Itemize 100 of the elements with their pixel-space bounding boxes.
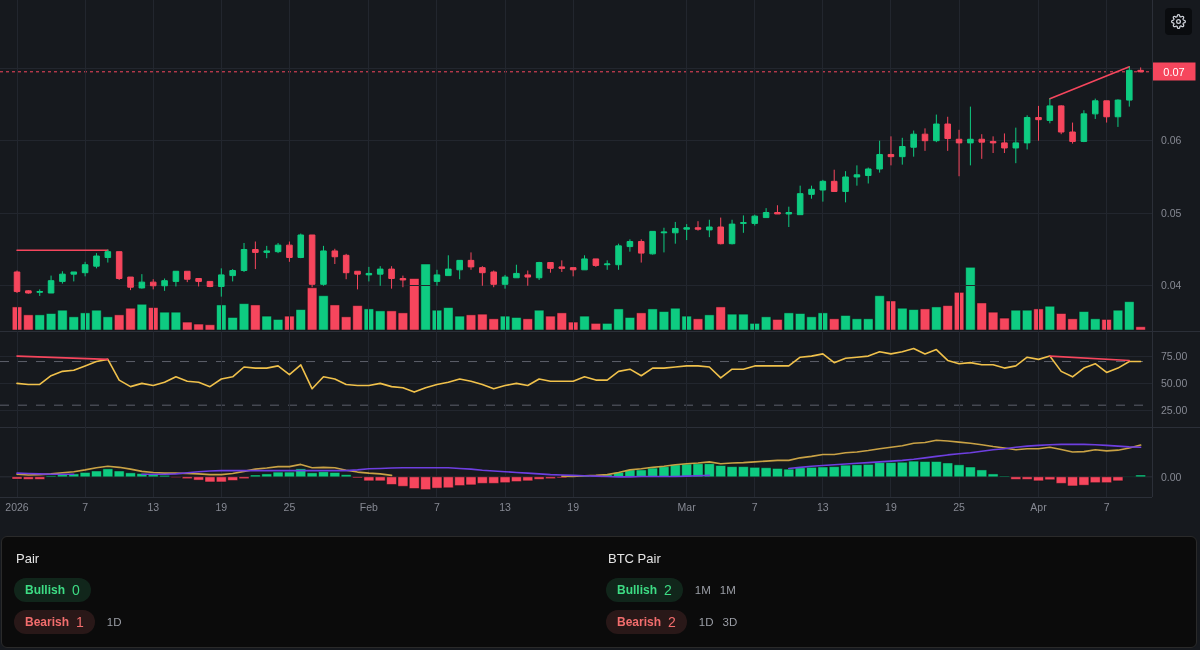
candlestick <box>660 227 668 253</box>
x-tick-label: 2026 <box>5 500 29 513</box>
y-tick-label: 25.00 <box>1161 404 1188 417</box>
category-label: Bearish <box>25 615 70 629</box>
candlestick <box>967 106 974 166</box>
data-label: 2 <box>664 582 672 598</box>
candlestick <box>93 252 100 269</box>
candlestick <box>1057 104 1065 135</box>
candlestick <box>376 265 384 287</box>
candlestick <box>161 278 168 292</box>
candlestick <box>626 238 634 253</box>
candlestick <box>172 270 180 287</box>
candlestick <box>569 267 577 277</box>
x-tick-label: 7 <box>82 500 89 513</box>
candlestick <box>104 248 112 264</box>
category-label: Bullish <box>617 583 658 597</box>
candlestick <box>70 271 78 282</box>
candlestick <box>252 241 259 270</box>
card-panel: Pair Bullish 0 Bearish 1 1D BTC Pair Bullish 2 1M 1M Bearish 2 1D 3D <box>1 536 1197 648</box>
candlestick <box>683 223 690 241</box>
candlestick <box>1080 109 1088 143</box>
candlestick <box>297 233 305 259</box>
candlestick <box>456 259 463 280</box>
x-tick-label: 19 <box>215 500 228 513</box>
candlestick <box>1023 114 1031 150</box>
candlestick <box>354 270 361 290</box>
candlestick <box>13 270 21 294</box>
candlestick <box>762 207 770 219</box>
ref-line-label: 0.07 <box>1163 65 1185 78</box>
candlestick <box>921 127 929 152</box>
candlestick <box>751 214 759 227</box>
x-tick-label: 7 <box>1103 500 1110 513</box>
y-tick-label: 0.04 <box>1161 279 1182 292</box>
candlestick <box>342 253 350 280</box>
x-tick-label: 13 <box>499 500 512 513</box>
x-tick-label: 25 <box>953 500 966 513</box>
candlestick <box>513 264 520 279</box>
candlestick <box>36 288 43 297</box>
candlestick <box>774 204 781 215</box>
category-label: Bearish <box>617 615 662 629</box>
y-tick-label: 75.00 <box>1161 349 1188 362</box>
candlestick <box>864 167 872 184</box>
candlestick <box>183 270 191 283</box>
candlestick <box>195 278 202 287</box>
candlestick <box>320 245 327 287</box>
text: 0.00 <box>1161 471 1182 483</box>
candlestick <box>989 135 997 154</box>
candlestick <box>1114 98 1122 128</box>
candlestick <box>388 265 395 290</box>
candlestick <box>785 206 793 228</box>
candlestick <box>876 140 883 174</box>
candlestick <box>240 242 248 273</box>
x-tick-label: 13 <box>817 500 829 513</box>
x-tick-label: 25 <box>283 500 296 513</box>
candlestick <box>59 270 66 285</box>
x-tick-label: Apr <box>1030 500 1048 513</box>
line-series <box>16 347 1142 393</box>
candlestick <box>229 268 236 282</box>
candlestick <box>490 270 497 288</box>
candlestick <box>365 266 373 282</box>
candlestick <box>637 238 645 264</box>
candlestick <box>592 258 600 268</box>
candlestick <box>672 221 679 245</box>
candlestick <box>717 217 724 245</box>
candlestick <box>274 242 282 254</box>
candlestick <box>740 214 747 234</box>
x-tick-label: 19 <box>885 500 897 513</box>
candlestick <box>218 267 225 298</box>
candlestick <box>286 241 293 263</box>
candlestick <box>910 130 917 158</box>
candlestick <box>535 261 543 281</box>
candlestick <box>149 278 157 290</box>
category-label: Bullish <box>25 583 66 597</box>
y-tick-label: 0.05 <box>1161 206 1182 219</box>
candlestick <box>842 170 849 203</box>
candlestick <box>796 185 804 216</box>
candlestick <box>127 276 134 291</box>
candlestick <box>331 248 339 265</box>
y-tick-label: 0.06 <box>1161 134 1182 147</box>
candlestick <box>978 133 986 160</box>
candlestick <box>524 270 532 287</box>
candlestick <box>955 129 963 177</box>
candlestick <box>558 259 566 273</box>
candlestick <box>501 274 509 290</box>
candlestick <box>115 251 123 281</box>
candlestick <box>445 254 452 277</box>
candlestick <box>1069 122 1076 145</box>
candlestick <box>819 179 827 203</box>
candlestick <box>399 275 407 288</box>
x-tick-label: 7 <box>434 500 441 513</box>
candlestick <box>933 114 940 143</box>
candlestick <box>433 269 441 287</box>
candlestick <box>138 273 146 290</box>
candlestick <box>853 164 861 187</box>
candlestick <box>649 230 656 256</box>
candlestick <box>81 261 89 277</box>
x-tick-label: 7 <box>751 500 758 513</box>
candlestick <box>581 254 588 271</box>
candlestick <box>1091 98 1099 120</box>
candlestick <box>603 259 611 271</box>
